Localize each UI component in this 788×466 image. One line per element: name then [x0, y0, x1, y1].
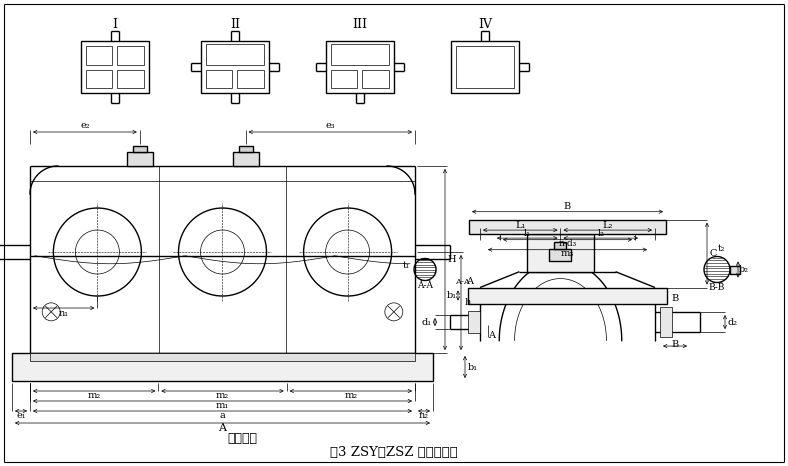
- Text: 图3 ZSY、ZSZ 减速器外形: 图3 ZSY、ZSZ 减速器外形: [330, 445, 458, 459]
- Text: d₂: d₂: [728, 317, 738, 327]
- Text: C: C: [709, 249, 717, 258]
- Text: III: III: [352, 19, 367, 32]
- Bar: [239, 146, 253, 152]
- Circle shape: [414, 259, 436, 281]
- Text: e₂: e₂: [80, 122, 90, 130]
- Text: 装配型式: 装配型式: [228, 432, 258, 445]
- Bar: [326, 41, 394, 93]
- Text: B: B: [671, 294, 678, 302]
- Bar: [331, 44, 389, 64]
- Circle shape: [645, 224, 651, 230]
- Text: H: H: [448, 255, 456, 264]
- Text: b₂: b₂: [739, 265, 749, 274]
- Text: t₂: t₂: [717, 244, 725, 253]
- Text: A-A: A-A: [455, 277, 470, 286]
- Bar: [660, 307, 672, 337]
- Text: l₂: l₂: [597, 229, 604, 238]
- Bar: [555, 242, 567, 249]
- Text: b₁: b₁: [447, 291, 457, 300]
- Text: n₁: n₁: [58, 308, 69, 317]
- Text: n₂: n₂: [419, 411, 429, 420]
- Bar: [527, 234, 593, 272]
- Text: B: B: [564, 202, 571, 211]
- Text: h: h: [465, 298, 471, 307]
- Bar: [331, 69, 358, 88]
- Text: I: I: [113, 19, 117, 32]
- Bar: [206, 44, 264, 64]
- Text: L₂: L₂: [603, 220, 613, 230]
- Bar: [12, 353, 433, 381]
- Bar: [86, 69, 113, 88]
- Bar: [468, 311, 480, 333]
- Text: m₂: m₂: [216, 391, 229, 400]
- Text: II: II: [230, 19, 240, 32]
- Bar: [468, 288, 667, 303]
- Bar: [86, 46, 113, 64]
- Bar: [730, 266, 740, 274]
- Text: IV: IV: [478, 19, 492, 32]
- Circle shape: [564, 224, 571, 230]
- Bar: [201, 41, 269, 93]
- Text: A: A: [466, 277, 474, 286]
- Text: L₁: L₁: [515, 220, 526, 230]
- Text: e₁: e₁: [17, 411, 26, 420]
- Text: t₁: t₁: [403, 261, 410, 270]
- Bar: [451, 41, 519, 93]
- Bar: [206, 69, 232, 88]
- Bar: [362, 69, 389, 88]
- Text: a: a: [220, 411, 225, 420]
- Text: b₁: b₁: [468, 363, 478, 371]
- Bar: [127, 152, 153, 166]
- Text: A: A: [489, 330, 496, 340]
- Bar: [132, 146, 147, 152]
- Text: m₂: m₂: [87, 391, 101, 400]
- Text: m₁: m₁: [216, 402, 229, 411]
- Text: A-A: A-A: [417, 281, 433, 290]
- Text: m₃: m₃: [561, 249, 574, 258]
- Circle shape: [704, 256, 730, 282]
- Bar: [117, 69, 144, 88]
- Text: e₃: e₃: [325, 122, 335, 130]
- Text: m₂: m₂: [344, 391, 358, 400]
- Text: B: B: [671, 340, 678, 349]
- Text: B-B: B-B: [709, 283, 725, 292]
- Text: l₁: l₁: [524, 229, 531, 238]
- Bar: [237, 69, 264, 88]
- Text: d₁: d₁: [422, 317, 432, 327]
- Bar: [549, 249, 571, 261]
- Bar: [232, 152, 258, 166]
- Bar: [30, 353, 415, 361]
- Circle shape: [484, 224, 490, 230]
- Bar: [81, 41, 149, 93]
- Text: n-d₃: n-d₃: [559, 239, 577, 248]
- Bar: [469, 219, 666, 234]
- Bar: [456, 46, 514, 88]
- Bar: [117, 46, 144, 64]
- Text: A: A: [218, 423, 226, 433]
